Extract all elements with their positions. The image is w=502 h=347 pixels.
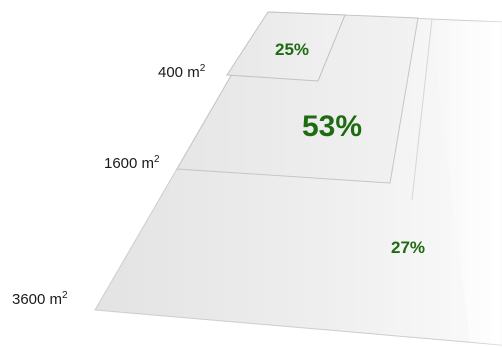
area-label-3600: 3600 m2: [12, 290, 68, 308]
area-exponent-3600: 2: [62, 290, 68, 301]
percent-label-400: 25%: [275, 40, 309, 59]
area-label-400: 400 m2: [158, 63, 206, 81]
panel-right-fade: [430, 20, 502, 345]
area-label-1600: 1600 m2: [104, 154, 160, 172]
area-panel-400: [226, 11, 346, 82]
panel-divider-line: [411, 18, 433, 201]
area-panel-1600: [176, 11, 419, 184]
area-exponent-400: 2: [200, 63, 206, 74]
percent-label-1600: 53%: [302, 110, 362, 143]
percent-label-3600: 27%: [391, 238, 425, 257]
area-exponent-1600: 2: [154, 154, 160, 165]
